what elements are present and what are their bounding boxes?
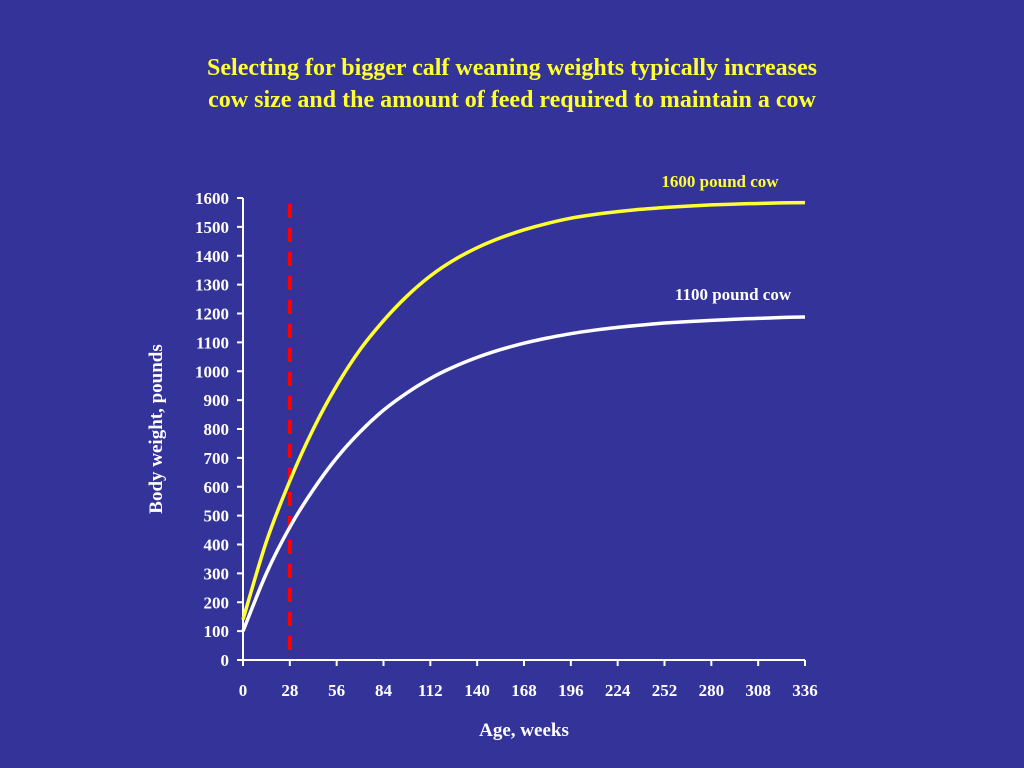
series-label-1100-pound-cow: 1100 pound cow	[675, 285, 792, 304]
y-tick-label: 800	[204, 420, 230, 439]
series-labels: 1600 pound cow 1100 pound cow	[661, 172, 791, 304]
y-tick-label: 1500	[195, 218, 229, 237]
y-tick-label: 100	[204, 622, 230, 641]
y-axis-label: Body weight, pounds	[146, 344, 167, 513]
y-tick-label: 600	[204, 478, 230, 497]
title-line-2: cow size and the amount of feed required…	[208, 87, 816, 113]
y-tick-label: 1400	[195, 247, 229, 266]
x-tick-label: 56	[328, 681, 345, 700]
series-label-1600-pound-cow: 1600 pound cow	[661, 172, 779, 191]
x-tick-label: 168	[511, 681, 537, 700]
x-axis-ticks: 0 28 56 84 112 140 168 196 224 252 280 308 336	[239, 660, 818, 700]
x-tick-label: 308	[745, 681, 771, 700]
y-tick-label: 1000	[195, 362, 229, 381]
chart-axes	[242, 198, 805, 661]
x-axis-label: Age, weeks	[479, 720, 569, 741]
y-tick-label: 400	[204, 536, 230, 555]
y-tick-label: 0	[221, 651, 230, 670]
title-line-1: Selecting for bigger calf weaning weight…	[207, 55, 817, 81]
slide-title: Selecting for bigger calf weaning weight…	[0, 52, 1024, 116]
x-tick-label: 112	[418, 681, 443, 700]
series-line-1600-pound-cow	[241, 200, 806, 621]
x-tick-label: 252	[652, 681, 678, 700]
y-axis-ticks: 0 100 200 300 400 500 600 700 800 900 1000 1100 1200…	[195, 189, 243, 670]
x-tick-label: 84	[375, 681, 393, 700]
y-tick-label: 200	[204, 593, 230, 612]
y-tick-label: 1100	[196, 333, 229, 352]
y-tick-label: 900	[204, 391, 230, 410]
y-tick-label: 300	[204, 564, 230, 583]
x-tick-label: 280	[699, 681, 725, 700]
y-tick-label: 1300	[195, 276, 229, 295]
x-tick-label: 28	[281, 681, 298, 700]
x-tick-label: 140	[464, 681, 490, 700]
y-tick-label: 500	[204, 507, 230, 526]
x-tick-label: 196	[558, 681, 584, 700]
y-tick-label: 1200	[195, 305, 229, 324]
y-tick-label: 700	[204, 449, 230, 468]
series-lines	[241, 200, 806, 632]
y-tick-label: 1600	[195, 189, 229, 208]
x-tick-label: 336	[792, 681, 818, 700]
x-tick-label: 0	[239, 681, 248, 700]
series-line-1100-pound-cow	[241, 315, 806, 632]
x-tick-label: 224	[605, 681, 631, 700]
